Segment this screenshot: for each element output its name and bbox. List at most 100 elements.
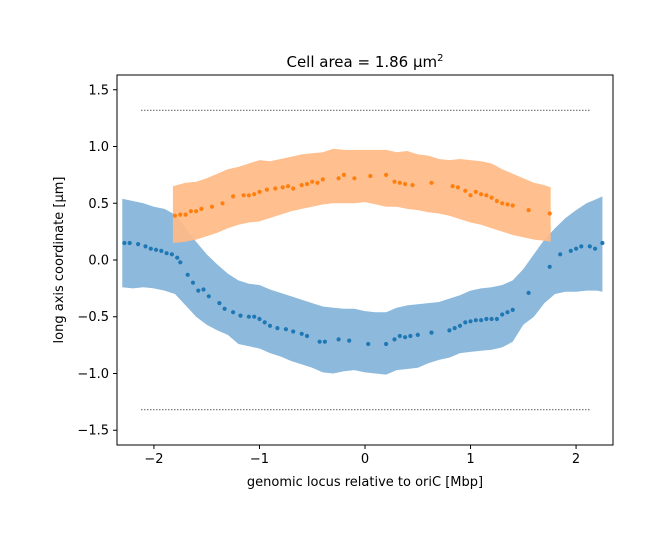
series-0-point <box>484 316 489 322</box>
series-1-point <box>231 194 236 199</box>
series-0-point <box>190 280 196 285</box>
series-1-point <box>484 193 489 198</box>
y-axis: −1.5 −1.0 −0.5 0.0 0.5 1.0 1.5 <box>77 83 117 439</box>
series-0-point <box>568 248 573 253</box>
series-0-point <box>600 240 605 246</box>
series-1-point <box>500 201 505 206</box>
y-axis-label: long axis coordinate [μm] <box>52 177 67 344</box>
series-0-point <box>257 316 262 322</box>
series-0-point <box>558 252 563 257</box>
series-1-point <box>273 186 278 191</box>
series-1-point <box>172 213 178 218</box>
series-0-point <box>408 333 413 339</box>
series-1-point <box>510 203 515 208</box>
series-1-point <box>392 179 397 184</box>
series-0-point <box>593 246 598 251</box>
series-1-point <box>336 176 341 181</box>
y-tick-label: 1.0 <box>88 140 109 155</box>
x-tick-label: 2 <box>572 452 580 467</box>
series-1-point <box>468 193 473 198</box>
series-0-point <box>579 244 584 249</box>
series-0-point <box>500 312 505 317</box>
series-0-point <box>468 319 473 324</box>
chart-title-superscript: 2 <box>437 53 443 64</box>
series-0-point <box>479 318 484 323</box>
series-0-point <box>429 330 434 335</box>
series-0-point <box>473 318 478 323</box>
chart-title: Cell area = 1.86 μm2 <box>286 53 443 71</box>
series-1-point <box>299 183 304 188</box>
series-1-point <box>194 209 199 214</box>
x-axis: −2 −1 0 1 2 <box>144 445 580 467</box>
series-0-point <box>143 244 148 249</box>
series-0-point <box>304 333 310 339</box>
series-0-point <box>547 264 552 269</box>
series-0-point <box>122 240 127 246</box>
x-axis-label: genomic locus relative to oriC [Mbp] <box>247 475 483 490</box>
series-0-point <box>275 326 280 331</box>
series-0-point <box>397 333 402 339</box>
y-tick-label: −1.5 <box>77 424 109 439</box>
series-0-point <box>384 341 389 347</box>
series-0-point <box>136 242 141 247</box>
series-0-point <box>403 335 408 340</box>
series-1-point <box>285 184 291 189</box>
series-1-point <box>489 195 494 200</box>
series-1-point <box>352 176 357 181</box>
series-0-point <box>217 301 222 306</box>
series-1-point <box>264 187 269 192</box>
series-1-point <box>183 212 188 217</box>
y-tick-label: −0.5 <box>77 310 109 325</box>
series-0-point <box>283 327 288 332</box>
series-1-point <box>397 180 402 185</box>
series-0-point <box>392 337 397 342</box>
series-0-point <box>164 251 169 256</box>
y-tick-label: −1.0 <box>77 367 109 382</box>
series-0-point <box>489 316 494 322</box>
series-1-point <box>252 192 257 197</box>
series-1-point <box>473 189 478 194</box>
series-1-point <box>403 181 408 187</box>
series-1-point <box>384 172 389 177</box>
series-1-point <box>368 173 373 179</box>
series-0-point <box>201 287 206 292</box>
series-1-point <box>178 212 183 217</box>
series-0-point <box>185 272 190 277</box>
series-0-point <box>526 290 531 295</box>
series-0-point <box>196 288 201 293</box>
x-tick-label: −2 <box>144 452 163 467</box>
series-1-point <box>315 180 320 185</box>
series-1-point <box>455 185 460 190</box>
x-tick-label: 1 <box>466 452 474 467</box>
plot-area <box>122 109 605 411</box>
series-0-point <box>317 339 322 344</box>
series-0-point <box>252 314 257 319</box>
series-1-point <box>320 177 325 182</box>
series-0-point <box>178 260 183 265</box>
series-0-point <box>127 240 132 246</box>
series-1-point <box>209 204 215 209</box>
y-tick-label: 1.5 <box>88 83 109 98</box>
series-0-point <box>299 331 304 336</box>
x-tick-label: −1 <box>250 452 269 467</box>
series-1-point <box>479 192 484 197</box>
series-1-point <box>526 208 531 213</box>
series-0-point <box>246 314 251 319</box>
series-1-point <box>429 180 434 185</box>
series-0-point <box>447 328 452 333</box>
chart-title-main: Cell area = 1.86 μm <box>286 53 437 71</box>
series-1-point <box>304 181 310 187</box>
series-1-point <box>246 193 251 198</box>
series-1-point <box>410 183 415 188</box>
series-0-point <box>148 246 153 251</box>
y-tick-label: 0.0 <box>88 254 109 269</box>
series-0-point <box>291 329 296 334</box>
series-1-point <box>280 185 285 190</box>
series-1-point <box>547 211 552 216</box>
series-1-point <box>494 198 499 204</box>
series-0-point <box>238 313 243 318</box>
series-0-point <box>153 247 159 252</box>
series-0-point <box>457 323 463 328</box>
series-0-point <box>336 337 341 342</box>
